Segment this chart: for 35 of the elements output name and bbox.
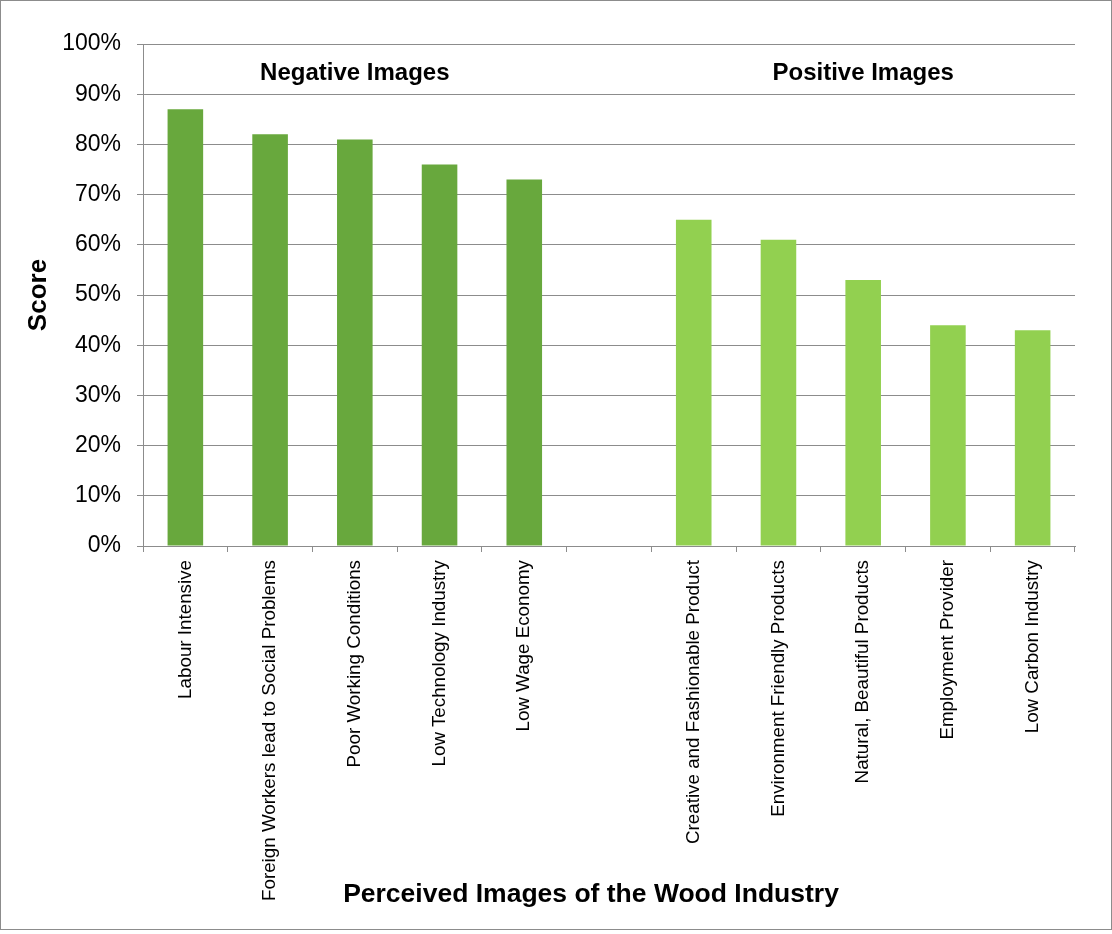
x-axis-title: Perceived Images of the Wood Industry <box>343 878 840 909</box>
x-tick-label: Low Wage Economy <box>512 559 534 732</box>
bar <box>760 239 797 546</box>
y-tick-label: 80% <box>74 129 121 156</box>
bar <box>421 164 458 546</box>
y-tick-label: 30% <box>74 380 121 407</box>
x-tick-label: Low Carbon Industry <box>1020 559 1042 734</box>
bar <box>675 219 712 546</box>
y-tick-label: 50% <box>74 280 121 307</box>
bar <box>1014 330 1051 546</box>
y-tick-label: 0% <box>87 531 121 558</box>
bar <box>167 109 204 546</box>
x-tick-label: Labour Intensive <box>173 560 195 699</box>
x-tick-label: Employment Provider <box>936 560 958 740</box>
bar <box>845 279 881 546</box>
y-tick-label: 40% <box>74 330 121 357</box>
y-tick-label: 10% <box>74 481 121 508</box>
x-tick-label: Natural, Beautiful Products <box>851 560 873 784</box>
y-tick-label: 60% <box>74 230 121 257</box>
annotation: Positive Images <box>772 57 954 85</box>
x-tick-label: Poor Working Conditions <box>343 560 364 768</box>
bar <box>337 139 373 546</box>
x-tick-label: Environment Friendly Products <box>766 560 788 817</box>
bar <box>930 325 966 546</box>
x-tick-label: Foreign Workers lead to Social Problems <box>258 560 280 902</box>
y-tick-label: 20% <box>74 430 121 457</box>
bar <box>506 179 543 546</box>
y-tick-label: 70% <box>74 179 121 206</box>
y-axis-title: Score <box>21 258 52 332</box>
y-tick-label: 90% <box>74 79 121 106</box>
x-tick-label: Creative and Fashionable Product <box>681 559 703 844</box>
bar <box>252 134 288 546</box>
y-tick-label: 100% <box>62 29 121 56</box>
annotation: Negative Images <box>260 57 450 85</box>
x-tick-label: Low Technology Industry <box>427 559 449 767</box>
